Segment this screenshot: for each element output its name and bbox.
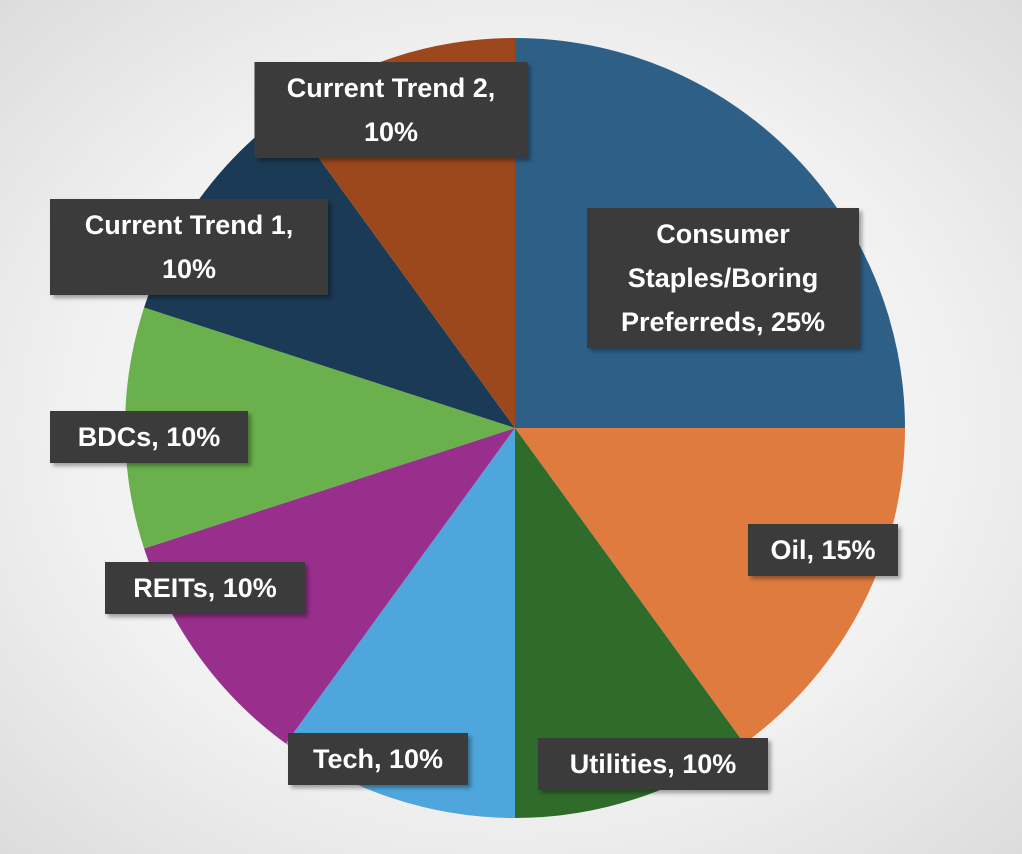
data-label: REITs, 10% [105,562,305,614]
pie-slice [144,112,515,429]
data-label: Tech, 10% [288,733,468,785]
pie-slice [515,428,745,818]
data-label: BDCs, 10% [50,411,248,463]
pie-slice [515,428,905,744]
data-label: Utilities, 10% [538,738,768,790]
pie-slice [285,428,515,818]
data-label: Consumer Staples/Boring Preferreds, 25% [587,208,859,348]
pie-slice [124,307,515,549]
data-label: Oil, 15% [748,524,898,576]
data-label: Current Trend 1, 10% [50,199,328,295]
data-label: Current Trend 2, 10% [254,62,528,158]
pie-slice [144,428,515,744]
